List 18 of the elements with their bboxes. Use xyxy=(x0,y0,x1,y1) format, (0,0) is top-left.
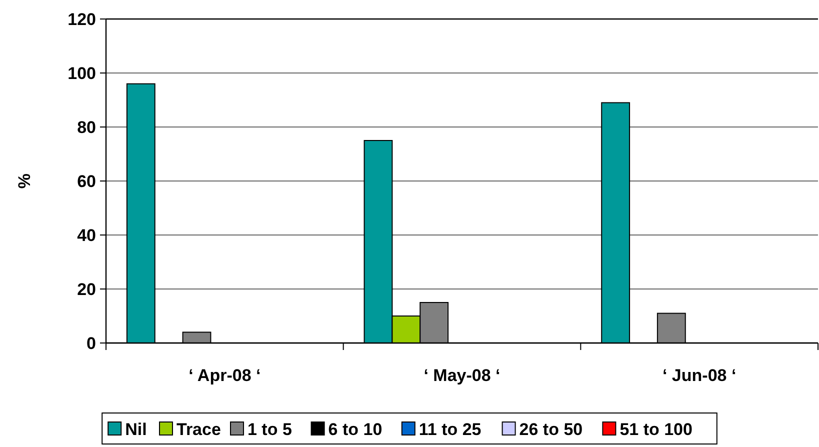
y-tick-label: 100 xyxy=(68,64,96,83)
x-tick-label: ‘ May-08 ‘ xyxy=(424,366,500,385)
legend-label: 1 to 5 xyxy=(248,420,292,439)
y-axis-title: % xyxy=(14,173,34,189)
x-tick-label: ‘ Apr-08 ‘ xyxy=(188,366,261,385)
legend-label: 51 to 100 xyxy=(620,420,692,439)
legend-label: 6 to 10 xyxy=(328,420,382,439)
y-tick-label: 80 xyxy=(77,118,96,137)
y-tick-label: 120 xyxy=(68,10,96,29)
legend-label: 11 to 25 xyxy=(418,420,482,439)
x-tick-label: ‘ Jun-08 ‘ xyxy=(662,366,736,385)
y-tick-label: 0 xyxy=(86,334,96,353)
y-tick-label: 60 xyxy=(77,172,96,191)
legend-label: 26 to 50 xyxy=(519,420,583,439)
legend-label: Nil xyxy=(125,420,147,439)
legend-label: Trace xyxy=(176,420,221,439)
y-tick-label: 20 xyxy=(77,280,96,299)
y-tick-label: 40 xyxy=(77,226,96,245)
